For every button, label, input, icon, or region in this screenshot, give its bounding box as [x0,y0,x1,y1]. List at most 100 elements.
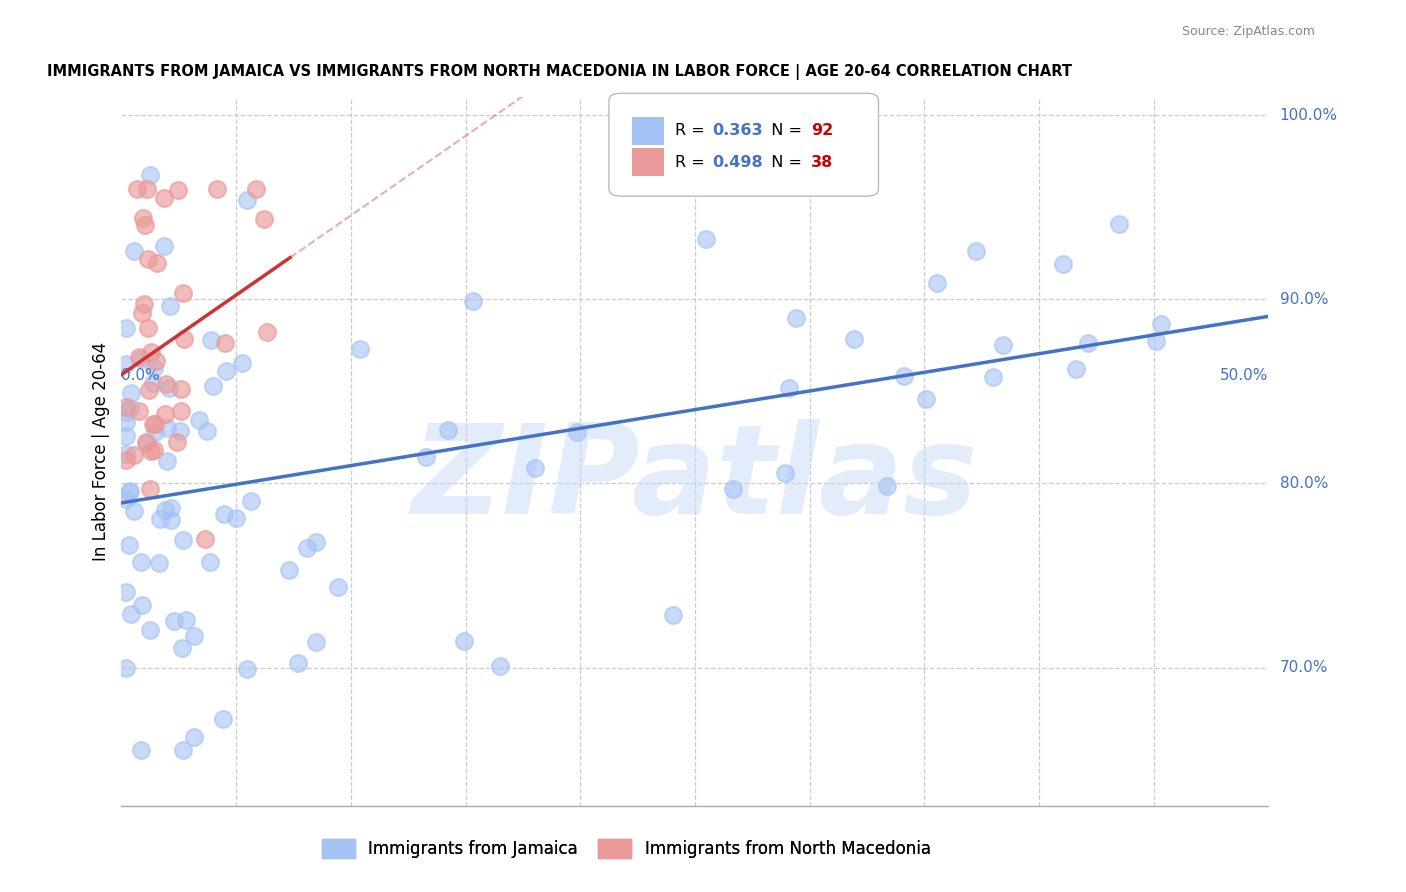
Text: 92: 92 [811,123,832,138]
Text: 0.363: 0.363 [713,123,763,138]
Point [925,276,948,290]
Point [205,182,228,196]
Point [143,425,166,439]
Point [437,424,460,438]
Point [136,320,159,334]
Point [200,334,222,348]
Point [118,538,141,552]
Point [139,482,162,496]
Point [115,429,138,443]
Point [198,555,221,569]
Point [1066,362,1088,376]
Point [174,613,197,627]
Point [1108,218,1130,232]
Point [778,381,800,395]
Point [1150,318,1173,332]
Text: R =: R = [675,154,710,169]
Point [143,417,166,431]
Point [965,244,987,258]
Point [170,640,193,655]
Point [118,485,141,500]
FancyBboxPatch shape [609,94,879,196]
Point [160,513,183,527]
Point [156,421,179,435]
Text: IMMIGRANTS FROM JAMAICA VS IMMIGRANTS FROM NORTH MACEDONIA IN LABOR FORCE | AGE : IMMIGRANTS FROM JAMAICA VS IMMIGRANTS FR… [46,64,1071,80]
Point [157,381,180,395]
Point [125,182,148,196]
FancyBboxPatch shape [631,117,664,145]
Point [115,405,138,419]
Point [188,412,211,426]
Point [167,183,190,197]
Point [981,370,1004,384]
Point [159,500,181,515]
Point [136,252,159,267]
Point [162,615,184,629]
Point [172,285,194,300]
Point [131,598,153,612]
Point [115,415,138,429]
Point [245,182,267,196]
Point [172,533,194,548]
Point [145,256,167,270]
Point [194,532,217,546]
Point [166,434,188,449]
Point [143,361,166,376]
Point [876,479,898,493]
Text: 90.0%: 90.0% [1279,292,1329,307]
Point [349,342,371,356]
Point [131,305,153,319]
Point [328,580,350,594]
Point [115,357,138,371]
Point [295,541,318,556]
Text: 38: 38 [811,154,832,169]
Point [173,332,195,346]
Point [153,503,176,517]
Point [236,662,259,676]
Point [305,535,328,549]
Point [128,404,150,418]
Point [1052,257,1074,271]
Text: 0.498: 0.498 [713,154,763,169]
Text: Source: ZipAtlas.com: Source: ZipAtlas.com [1181,25,1315,38]
Point [287,657,309,671]
Point [256,325,278,339]
Point [136,182,159,196]
Text: N =: N = [762,154,807,169]
Point [152,239,174,253]
Point [169,425,191,439]
Point [991,337,1014,351]
Point [132,211,155,225]
Point [211,712,233,726]
Point [139,623,162,637]
Point [172,743,194,757]
Point [120,484,142,499]
Point [135,436,157,450]
Point [131,555,153,569]
Point [153,407,176,421]
Point [842,332,865,346]
Point [721,483,744,497]
Point [115,491,138,506]
Point [141,344,163,359]
Point [524,461,547,475]
Text: 50.0%: 50.0% [1220,368,1268,384]
Point [785,310,807,325]
Point [139,168,162,182]
Point [253,212,276,227]
Point [129,743,152,757]
Point [145,353,167,368]
Text: R =: R = [675,123,710,138]
Point [662,607,685,622]
Point [115,453,138,467]
Point [231,356,253,370]
Point [212,507,235,521]
Legend: Immigrants from Jamaica, Immigrants from North Macedonia: Immigrants from Jamaica, Immigrants from… [315,832,938,864]
Point [122,503,145,517]
Point [453,634,475,648]
Point [115,321,138,335]
Point [118,401,141,415]
Point [122,244,145,259]
Text: 0.0%: 0.0% [121,368,160,384]
Point [773,466,796,480]
